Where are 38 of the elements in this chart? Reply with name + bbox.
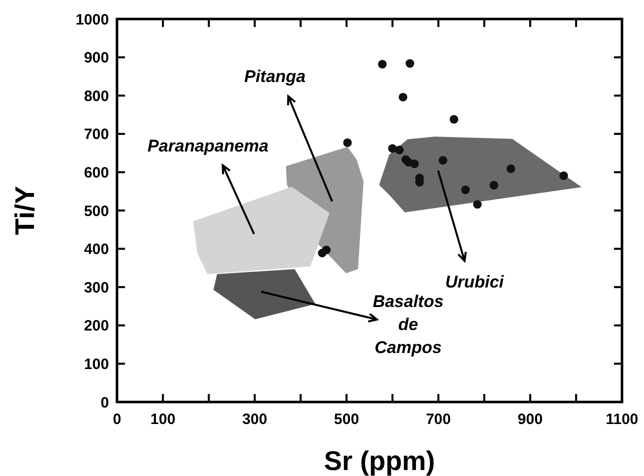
point <box>378 60 387 68</box>
x-tick-label: 700 <box>426 411 451 428</box>
point <box>559 171 568 180</box>
y-tick-label: 1000 <box>76 11 109 28</box>
y-tick-label: 600 <box>84 164 109 182</box>
y-tick-label: 400 <box>84 241 109 258</box>
point <box>461 186 470 194</box>
text: Urubici <box>445 272 506 292</box>
point <box>506 164 516 174</box>
point <box>395 146 404 154</box>
x-tick-label: 0 <box>112 411 122 428</box>
text: Pitanga <box>244 67 306 86</box>
x-tick-label: 100 <box>150 411 176 428</box>
point <box>322 246 331 254</box>
y-tick-label: 700 <box>84 126 109 144</box>
point <box>398 92 408 102</box>
point <box>450 115 458 124</box>
x-tick-label: 900 <box>518 411 543 428</box>
x-axis-title: Sr (ppm) <box>324 446 435 476</box>
point <box>438 156 448 165</box>
y-tick-label: 100 <box>84 356 109 373</box>
point <box>406 59 414 68</box>
x-tick-label: 1100 <box>606 411 638 428</box>
text: Paranapanema <box>147 136 268 156</box>
y-tick-label: 200 <box>84 318 109 335</box>
point <box>473 200 482 209</box>
y-tick-label: 300 <box>84 279 109 296</box>
x-tick-label: 300 <box>242 411 268 428</box>
y-tick-label: 0 <box>100 394 109 412</box>
point <box>410 159 419 168</box>
text: Basaltos de Campos <box>372 292 444 358</box>
point <box>490 180 498 190</box>
y-tick-label: 800 <box>84 88 109 105</box>
y-axis-title: Ti/Y <box>10 186 40 236</box>
point <box>343 138 352 148</box>
y-tick-label: 500 <box>84 202 109 220</box>
y-tick-label: 900 <box>84 50 109 67</box>
x-tick-label: 500 <box>334 411 360 428</box>
